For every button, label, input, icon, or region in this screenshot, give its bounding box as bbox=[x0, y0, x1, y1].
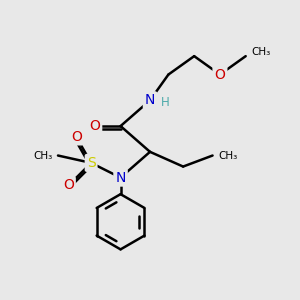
Text: N: N bbox=[116, 171, 126, 184]
Text: O: O bbox=[71, 130, 82, 144]
Text: N: N bbox=[145, 93, 155, 107]
Text: N: N bbox=[116, 171, 126, 184]
Text: S: S bbox=[87, 156, 95, 170]
Text: O: O bbox=[89, 119, 100, 133]
Text: S: S bbox=[87, 156, 95, 170]
Text: O: O bbox=[214, 68, 225, 82]
Text: O: O bbox=[214, 68, 225, 82]
Text: CH₃: CH₃ bbox=[33, 151, 52, 160]
Text: CH₃: CH₃ bbox=[251, 47, 271, 58]
Text: H: H bbox=[161, 96, 170, 109]
Text: O: O bbox=[89, 119, 100, 133]
Text: O: O bbox=[64, 178, 74, 192]
Text: N: N bbox=[145, 93, 155, 107]
Text: CH₃: CH₃ bbox=[218, 151, 237, 160]
